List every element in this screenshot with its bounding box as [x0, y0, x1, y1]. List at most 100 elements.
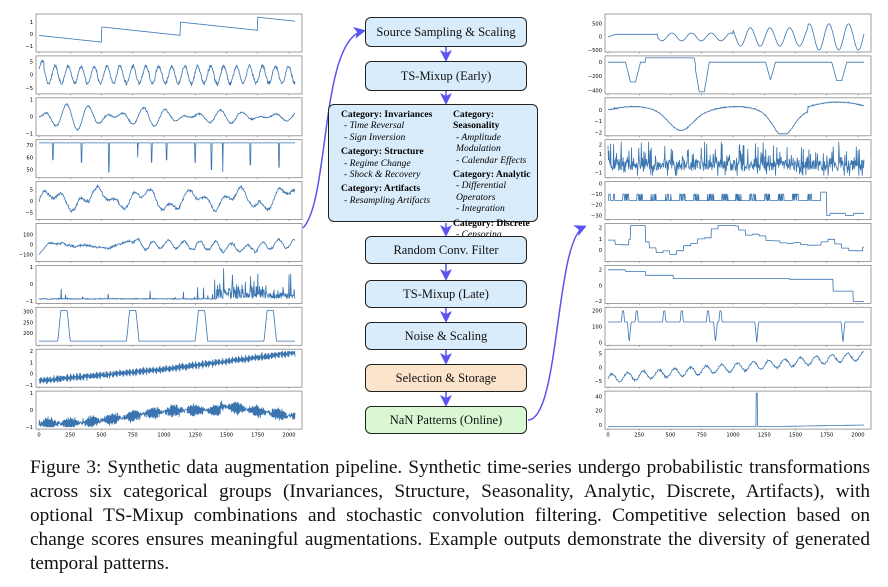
- y-tick-label: 1: [599, 152, 602, 158]
- y-tick-label: 0: [599, 283, 602, 289]
- selection-storage-box: Selection & Storage: [365, 364, 527, 392]
- y-tick-label: −1: [25, 425, 33, 431]
- x-tick-label: 0: [606, 433, 609, 439]
- y-tick-label: −5: [25, 86, 33, 92]
- y-tick-label: 70: [26, 143, 33, 149]
- y-tick-label: 2: [30, 349, 33, 355]
- time-series-line: [607, 141, 865, 176]
- x-tick-label: 2000: [282, 433, 295, 439]
- time-series-line: [38, 268, 296, 301]
- right-panel-2: 0 −200 −400: [588, 55, 872, 96]
- arrow-nan-to-output: [527, 225, 587, 421]
- left-example-plots: 10−150−510−170605050−51000−10010−1300250…: [19, 13, 303, 439]
- x-tick-label: 1500: [220, 433, 233, 439]
- x-tick-label: 1750: [820, 433, 833, 439]
- category-item: - Calendar Effects: [456, 154, 527, 166]
- y-tick-label: −400: [588, 88, 602, 94]
- augmentation-categories-box: Category: Invariances - Time Reversal - Si…: [328, 104, 538, 251]
- category-title: Category: Discrete: [453, 217, 530, 229]
- y-tick-label: 0: [599, 365, 602, 371]
- category-title: Category: Structure: [341, 146, 424, 158]
- time-series-line: [38, 16, 296, 43]
- categories-right-column: Category: Seasonality - Amplitude Modulat…: [453, 109, 537, 252]
- y-tick-label: −5: [25, 211, 33, 217]
- plot-frame: [604, 97, 872, 137]
- plot-frame: [35, 264, 303, 304]
- y-tick-label: −1: [594, 119, 602, 125]
- plot-frame: [604, 13, 872, 53]
- x-tick-label: 1500: [789, 433, 802, 439]
- plot-frame: [35, 139, 303, 179]
- time-series-line: [608, 57, 864, 93]
- figure-caption: Figure 3: Synthetic data augmentation pi…: [30, 457, 870, 574]
- y-tick-label: −1: [594, 171, 602, 177]
- plot-frame: [35, 223, 303, 262]
- x-tick-label: 1250: [758, 433, 771, 439]
- y-tick-label: −500: [588, 48, 602, 54]
- y-tick-label: −30: [591, 213, 602, 219]
- plot-frame: [604, 348, 872, 388]
- x-tick-label: 250: [65, 433, 75, 439]
- y-tick-label: 1: [30, 360, 33, 366]
- category-item: - Censoring: [456, 229, 502, 241]
- left-panel-7: 1 0 −1: [25, 264, 303, 305]
- x-tick-label: 0: [37, 433, 40, 439]
- category-title: Category: Invariances: [341, 109, 433, 120]
- arrow-input-to-source: [302, 27, 366, 229]
- y-tick-label: −2: [594, 130, 602, 136]
- y-tick-label: 60: [26, 155, 33, 161]
- left-panel-9: 2 1 0 −1: [25, 348, 303, 389]
- y-tick-label: 0: [599, 161, 602, 167]
- y-tick-label: 0: [599, 340, 602, 346]
- left-panel-1: 1 0 −1: [25, 13, 303, 54]
- right-panel-9: 5 0 −5: [594, 348, 872, 389]
- x-tick-label: 250: [634, 433, 644, 439]
- x-tick-label: 500: [666, 433, 676, 439]
- category-item: - Differential Operators: [456, 180, 507, 203]
- noise-scaling-box: Noise & Scaling: [365, 322, 527, 350]
- plot-frame: [35, 97, 303, 137]
- y-tick-label: 2: [599, 226, 602, 232]
- right-panel-4: 2 1 0 −1: [594, 139, 872, 180]
- time-series-line: [39, 142, 295, 173]
- x-tick-label: 750: [697, 433, 707, 439]
- category-item: - Time Reversal: [344, 120, 405, 132]
- left-panel-5: 5 0 −5: [25, 181, 303, 222]
- y-tick-label: 2: [599, 268, 602, 274]
- time-series-line: [38, 400, 296, 428]
- category-item: - Regime Change: [344, 157, 411, 169]
- x-tick-label: 500: [97, 433, 107, 439]
- y-tick-label: −1: [25, 299, 33, 305]
- y-tick-label: −2: [594, 299, 602, 305]
- left-panel-6: 100 0 −100: [19, 223, 303, 263]
- y-tick-label: 100: [592, 324, 602, 330]
- y-tick-label: 0: [599, 35, 602, 41]
- y-tick-label: 0: [30, 73, 33, 79]
- y-tick-label: −200: [588, 74, 602, 80]
- plot-frame: [35, 13, 303, 53]
- y-tick-label: 0: [30, 32, 33, 38]
- y-tick-label: 0: [599, 108, 602, 114]
- y-tick-label: 0: [30, 282, 33, 288]
- time-series-line: [607, 101, 865, 135]
- random-conv-filter-box: Random Conv. Filter: [365, 236, 527, 264]
- x-tick-label: 1000: [726, 433, 739, 439]
- figure-canvas: 10−150−510−170605050−51000−10010−1300250…: [19, 13, 872, 439]
- right-panel-8: 200 100 0: [592, 306, 872, 347]
- x-tick-label: 1750: [251, 433, 264, 439]
- time-series-line: [38, 184, 296, 213]
- y-tick-label: −1: [25, 383, 33, 389]
- pipeline-arrows: [302, 27, 587, 421]
- nan-patterns-box: NaN Patterns (Online): [365, 406, 527, 434]
- plot-frame: [35, 181, 303, 221]
- time-series-line: [608, 225, 864, 255]
- y-tick-label: −10: [591, 192, 602, 198]
- y-tick-label: 200: [592, 309, 602, 315]
- x-tick-label: 1000: [157, 433, 170, 439]
- y-tick-label: 500: [592, 22, 602, 28]
- left-panel-10: 1 0 −1: [25, 390, 303, 431]
- category-item: - Resampling Artifacts: [344, 194, 431, 206]
- y-tick-label: −1: [25, 44, 33, 50]
- y-tick-label: 20: [595, 409, 602, 415]
- y-tick-label: 5: [599, 352, 602, 358]
